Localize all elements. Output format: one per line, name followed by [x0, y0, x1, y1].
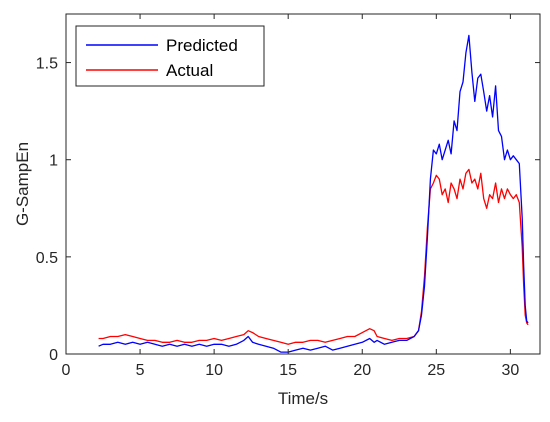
x-axis: 0 5 10 15 20 25 30	[62, 14, 519, 379]
legend-label-predicted: Predicted	[166, 36, 238, 55]
x-tick-label: 15	[279, 362, 297, 379]
x-axis-label: Time/s	[278, 389, 328, 408]
x-tick-label: 20	[353, 362, 371, 379]
x-tick-label: 5	[136, 362, 145, 379]
series-layer	[98, 34, 529, 353]
y-tick-label: 1.5	[36, 56, 58, 73]
series-line-actual	[98, 168, 529, 345]
legend-box	[75, 25, 265, 87]
y-axis: 0 0.5 1 1.5	[36, 56, 540, 364]
y-tick-label: 1	[49, 153, 58, 170]
y-tick-label: 0.5	[36, 250, 58, 267]
x-tick-label: 30	[501, 362, 519, 379]
y-tick-label: 0	[49, 347, 58, 364]
x-tick-label: 25	[427, 362, 445, 379]
plot-frame	[65, 13, 541, 355]
x-tick-label: 0	[62, 362, 71, 379]
legend-label-actual: Actual	[166, 61, 213, 80]
x-tick-label: 10	[205, 362, 223, 379]
legend: Predicted Actual	[75, 25, 265, 87]
series-line-predicted	[98, 34, 529, 353]
y-axis-label: G-SampEn	[13, 142, 32, 226]
